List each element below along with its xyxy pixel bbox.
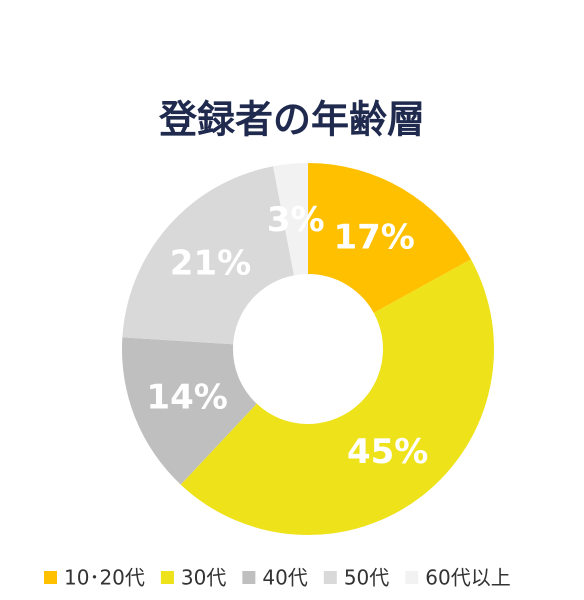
legend-swatch [242, 571, 256, 584]
donut-slice [308, 163, 471, 313]
donut-slice [180, 259, 494, 535]
legend-swatch [44, 571, 57, 584]
legend-swatch [323, 571, 337, 584]
data-label: 3% [267, 200, 325, 240]
data-label: 14% [146, 377, 227, 417]
data-label: 45% [347, 432, 428, 472]
legend-label: 30代 [181, 566, 226, 590]
legend-label: 50代 [344, 566, 389, 590]
donut-slice [121, 337, 257, 485]
legend-label: 10･20代 [64, 566, 145, 590]
donut-slice [122, 166, 294, 345]
data-label: 21% [170, 244, 251, 284]
legend-label: 60代以上 [425, 566, 510, 590]
chart-title: 登録者の年齢層 [158, 98, 425, 142]
legend-label: 40代 [262, 566, 307, 590]
data-label: 17% [333, 218, 414, 258]
legend-swatch [160, 571, 174, 584]
legend-swatch [405, 571, 419, 584]
donut-slice [273, 163, 308, 276]
